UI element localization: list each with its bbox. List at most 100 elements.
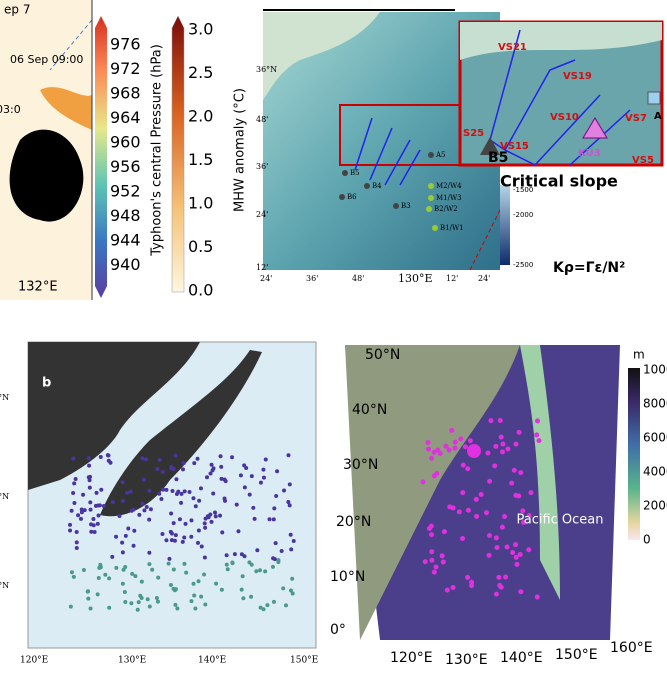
station-dot <box>289 547 293 551</box>
station-dot <box>120 541 124 545</box>
tick-label: 948 <box>110 206 141 225</box>
lon-label: 48' <box>352 274 364 283</box>
station-dot <box>484 510 489 515</box>
colorbar-title: Typhoon's central Pressure (hPa) <box>150 44 165 257</box>
station-dot <box>274 494 278 498</box>
station-dot <box>146 597 150 601</box>
station-dot <box>425 440 430 445</box>
station-dot <box>155 596 159 600</box>
station-dot <box>114 535 118 539</box>
station-dot <box>181 467 185 471</box>
station-dot <box>121 499 125 503</box>
station-dot <box>434 471 439 476</box>
station-dot <box>494 592 499 597</box>
station-dot <box>249 595 253 599</box>
station-dot <box>155 467 159 471</box>
station-dot <box>121 582 125 586</box>
station-dot <box>169 511 173 515</box>
tick-label: 2000 <box>643 499 667 513</box>
lat-label: 27°N <box>0 581 9 590</box>
station-dot <box>81 493 85 497</box>
station-dot <box>184 571 188 575</box>
station-dot <box>272 506 276 510</box>
station-dot <box>495 545 500 550</box>
station-dot <box>182 536 186 540</box>
station-dot <box>171 489 175 493</box>
station-dot <box>271 565 275 569</box>
station-dot <box>526 547 531 552</box>
station-dot <box>262 476 266 480</box>
station-label: B6 <box>347 193 357 201</box>
station-dot <box>453 440 458 445</box>
lat-label: 24' <box>256 210 268 219</box>
station-dot <box>87 464 91 468</box>
station-dot <box>465 466 470 471</box>
station-dot <box>188 490 192 494</box>
station-dot <box>420 479 425 484</box>
station-dot <box>107 459 111 463</box>
lon-label: 140°E <box>500 650 543 666</box>
station-dot <box>189 518 193 522</box>
station-label: B4 <box>372 182 382 190</box>
station-dot <box>87 475 91 479</box>
station-dot <box>247 560 251 564</box>
station-dot <box>91 517 95 521</box>
station-dot <box>512 468 517 473</box>
station-dot <box>211 491 215 495</box>
station-dot <box>194 504 198 508</box>
station-dot <box>174 477 178 481</box>
station-dot <box>253 517 257 521</box>
station-dot <box>182 461 186 465</box>
station-dot <box>170 538 174 542</box>
station-dot <box>226 567 230 571</box>
station-dot <box>233 552 237 556</box>
station-label: B1/W1 <box>440 224 464 232</box>
station-dot <box>289 533 293 537</box>
tick-label: -2500 <box>513 261 533 269</box>
station-dot <box>457 509 462 514</box>
station-marker <box>648 92 660 104</box>
station-dot <box>144 457 148 461</box>
station-dot <box>87 456 91 460</box>
station-dot <box>438 451 443 456</box>
station-dot <box>259 481 263 485</box>
tick-label: 944 <box>110 231 141 250</box>
station-dot <box>240 552 244 556</box>
station-dot <box>451 585 456 590</box>
tick-label: 0 <box>643 533 651 547</box>
station-dot <box>230 455 234 459</box>
station-dot <box>89 530 93 534</box>
station-dot <box>147 489 151 493</box>
tick-label: 0.5 <box>188 237 213 256</box>
station-label: A5 <box>435 151 446 159</box>
station-dot <box>150 568 154 572</box>
station-dot <box>174 533 178 537</box>
station-dot <box>203 521 207 525</box>
station-dot <box>449 428 454 433</box>
station-dot <box>444 444 449 449</box>
station-dot <box>161 470 165 474</box>
station-dot <box>88 486 92 490</box>
station-label: B5 <box>350 169 360 177</box>
station-dot <box>243 485 247 489</box>
station-dot <box>197 529 201 533</box>
station-dot <box>210 463 214 467</box>
lat-label: 12' <box>256 263 268 272</box>
station-dot <box>219 465 223 469</box>
panel-d: Pacific Ocean m <box>325 342 667 670</box>
station-dot <box>95 491 99 495</box>
station-dot <box>192 593 196 597</box>
station-dot <box>70 570 74 574</box>
station-marker <box>428 152 434 158</box>
station-dot <box>518 552 523 557</box>
station-dot <box>196 457 200 461</box>
inset-label: VS21 <box>498 42 527 53</box>
station-dot <box>286 500 290 504</box>
station-dot <box>140 456 144 460</box>
tick-label: -1500 <box>513 186 533 194</box>
station-dot <box>536 438 541 443</box>
tick-label: -2000 <box>513 211 533 219</box>
station-dot <box>263 569 267 573</box>
lon-label: 150°E <box>555 647 598 663</box>
station-dot <box>98 503 102 507</box>
